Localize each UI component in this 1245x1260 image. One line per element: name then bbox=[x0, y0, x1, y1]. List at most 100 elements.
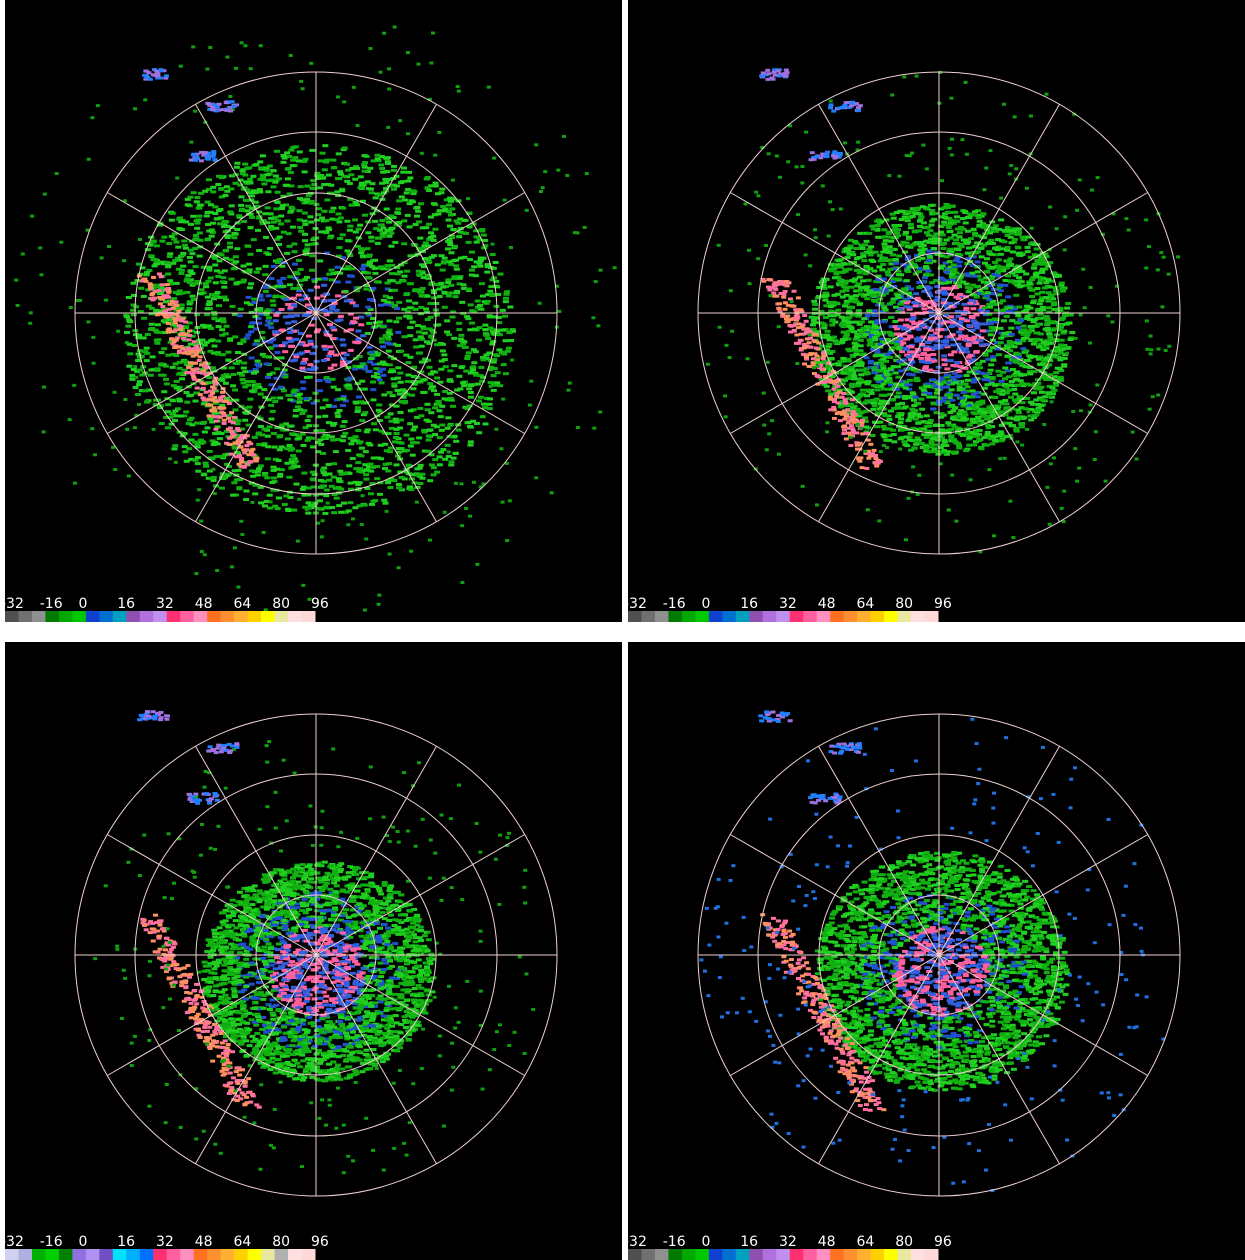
echo bbox=[434, 393, 440, 396]
echo bbox=[944, 271, 950, 274]
echo bbox=[322, 144, 328, 147]
echo bbox=[21, 253, 25, 256]
echo bbox=[155, 313, 160, 316]
echo bbox=[478, 396, 484, 399]
colorbar-swatch bbox=[72, 611, 86, 622]
echo bbox=[367, 370, 373, 373]
echo bbox=[381, 499, 387, 502]
echo bbox=[496, 348, 502, 351]
echo bbox=[321, 345, 327, 348]
echo bbox=[344, 220, 350, 223]
echo bbox=[164, 74, 169, 77]
echo bbox=[137, 380, 143, 383]
echo bbox=[167, 252, 173, 255]
echo bbox=[293, 145, 299, 148]
echo bbox=[223, 332, 229, 335]
echo bbox=[1000, 299, 1006, 302]
echo bbox=[161, 374, 167, 377]
echo bbox=[883, 439, 889, 442]
echo bbox=[205, 223, 211, 226]
echo bbox=[314, 172, 320, 175]
echo bbox=[500, 309, 506, 312]
echo bbox=[415, 474, 421, 477]
echo bbox=[173, 321, 178, 324]
echo bbox=[265, 320, 271, 323]
echo bbox=[248, 282, 254, 285]
echo bbox=[288, 306, 294, 309]
echo bbox=[212, 212, 218, 215]
echo bbox=[253, 163, 259, 166]
echo bbox=[193, 234, 199, 237]
echo bbox=[1043, 281, 1049, 284]
echo bbox=[217, 437, 223, 440]
echo bbox=[902, 397, 908, 400]
echo bbox=[290, 454, 296, 457]
echo bbox=[378, 163, 384, 166]
echo bbox=[104, 299, 108, 302]
echo bbox=[309, 269, 315, 272]
echo bbox=[384, 170, 390, 173]
echo bbox=[861, 259, 867, 262]
echo bbox=[851, 374, 857, 377]
colorbar-swatch bbox=[248, 611, 262, 622]
echo bbox=[320, 406, 326, 409]
echo bbox=[207, 300, 213, 303]
echo bbox=[364, 537, 368, 540]
echo bbox=[278, 222, 284, 225]
echo bbox=[424, 177, 430, 180]
echo bbox=[359, 182, 365, 185]
echo bbox=[1048, 342, 1054, 345]
echo bbox=[940, 247, 946, 250]
echo bbox=[188, 249, 194, 252]
echo bbox=[418, 202, 424, 205]
echo bbox=[365, 428, 371, 431]
echo bbox=[234, 247, 240, 250]
echo bbox=[275, 201, 281, 204]
echo bbox=[166, 322, 171, 325]
echo bbox=[365, 272, 371, 275]
echo bbox=[501, 501, 505, 504]
echo bbox=[363, 473, 369, 476]
echo bbox=[438, 451, 444, 454]
echo bbox=[150, 292, 155, 295]
echo bbox=[225, 56, 229, 59]
echo bbox=[258, 393, 264, 396]
echo bbox=[194, 345, 199, 348]
echo bbox=[223, 249, 229, 252]
echo bbox=[483, 422, 489, 425]
echo bbox=[224, 190, 230, 193]
echo bbox=[197, 255, 203, 258]
echo bbox=[986, 426, 992, 429]
polar-grid bbox=[75, 72, 557, 554]
echo bbox=[874, 388, 880, 391]
echo bbox=[331, 476, 337, 479]
echo bbox=[194, 200, 200, 203]
echo bbox=[858, 293, 864, 296]
echo bbox=[131, 282, 137, 285]
echo bbox=[208, 276, 214, 279]
echo bbox=[362, 170, 368, 173]
echo bbox=[336, 480, 342, 483]
echo bbox=[933, 299, 939, 302]
echo bbox=[141, 317, 147, 320]
echo bbox=[215, 106, 220, 109]
echo bbox=[321, 436, 327, 439]
echo bbox=[1035, 292, 1041, 295]
echo bbox=[348, 349, 354, 352]
echo bbox=[868, 245, 874, 248]
echo bbox=[424, 340, 430, 343]
echo bbox=[254, 459, 259, 462]
echo bbox=[418, 306, 424, 309]
echo bbox=[431, 389, 437, 392]
echo bbox=[232, 408, 238, 411]
echo bbox=[406, 51, 410, 54]
echo bbox=[396, 447, 402, 450]
echo bbox=[395, 389, 401, 392]
echo bbox=[538, 302, 542, 305]
echo bbox=[439, 429, 445, 432]
echo bbox=[220, 395, 225, 398]
echo bbox=[935, 450, 941, 453]
echo bbox=[166, 291, 171, 294]
echo bbox=[227, 337, 233, 340]
echo bbox=[259, 331, 265, 334]
